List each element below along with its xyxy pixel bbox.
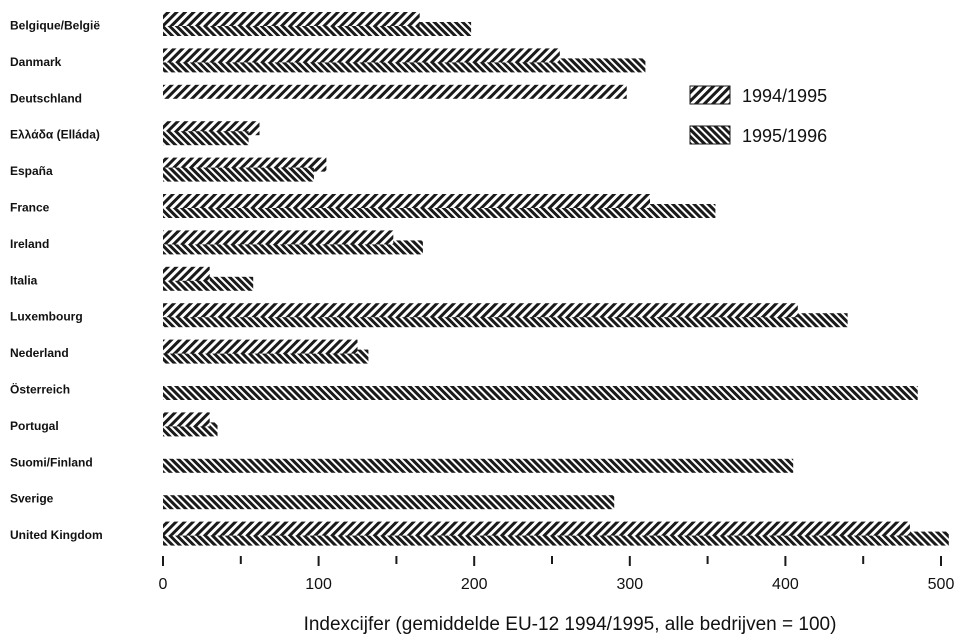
x-tick-label: 0 xyxy=(159,576,168,593)
category-label: Portugal xyxy=(10,419,59,433)
x-axis: 0 100 200 300 400 500 xyxy=(159,556,955,593)
category-label: Deutschland xyxy=(10,91,82,105)
x-tick-label: 300 xyxy=(616,576,643,593)
category-label: Ελλάδα (Elláda) xyxy=(10,128,100,142)
category-label: Suomi/Finland xyxy=(10,455,93,469)
legend-swatch-1995-1996 xyxy=(689,125,731,145)
bar-1994-1995-luxembourg xyxy=(163,303,798,318)
x-tick-label: 100 xyxy=(305,576,332,593)
legend-label-1994-1995: 1994/1995 xyxy=(742,86,827,106)
category-label: France xyxy=(10,201,50,215)
x-tick-label: 500 xyxy=(928,576,955,593)
bar-1994-1995-belgique-belgi xyxy=(163,12,420,26)
category-label: España xyxy=(10,164,53,178)
category-label: Sverige xyxy=(10,492,54,506)
bar-1994-1995-danmark xyxy=(163,48,560,63)
category-label: United Kingdom xyxy=(10,528,103,542)
category-label: Belgique/België xyxy=(10,19,100,33)
x-tick-label: 400 xyxy=(772,576,799,593)
category-label: Italia xyxy=(10,273,38,287)
bar-1994-1995-nederland xyxy=(163,339,358,354)
x-tick-label: 200 xyxy=(461,576,488,593)
category-label: Danmark xyxy=(10,55,62,69)
bar-1994-1995-deutschland xyxy=(163,84,627,99)
bar-1995-1996-suomi-finland xyxy=(163,458,794,473)
x-axis-label: Indexcijfer (gemiddelde EU-12 1994/1995,… xyxy=(304,614,837,635)
bar-1995-1996-sverige xyxy=(163,495,615,510)
category-labels: Belgique/België Danmark Deutschland Ελλάδα … xyxy=(10,19,103,543)
legend-swatch-1994-1995 xyxy=(689,85,731,105)
bar-1995-1996-sterreich xyxy=(163,386,918,400)
bar-1995-1996-espa-a xyxy=(163,167,314,182)
category-label: Luxembourg xyxy=(10,310,83,324)
category-label: Ireland xyxy=(10,237,49,251)
bar-1994-1995-ireland xyxy=(163,230,394,245)
bar-1995-1996-ell-da xyxy=(163,131,249,146)
bar-1994-1995-portugal xyxy=(163,412,210,427)
legend-label-1995-1996: 1995/1996 xyxy=(742,126,827,146)
legend: 1994/1995 1995/1996 xyxy=(689,85,827,146)
bar-1994-1995-france xyxy=(163,194,650,208)
bar-1994-1995-united-kingdom xyxy=(163,521,910,536)
category-label: Österreich xyxy=(10,382,70,397)
bar-1994-1995-italia xyxy=(163,266,210,281)
category-label: Nederland xyxy=(10,346,69,360)
bars-group xyxy=(163,12,949,546)
